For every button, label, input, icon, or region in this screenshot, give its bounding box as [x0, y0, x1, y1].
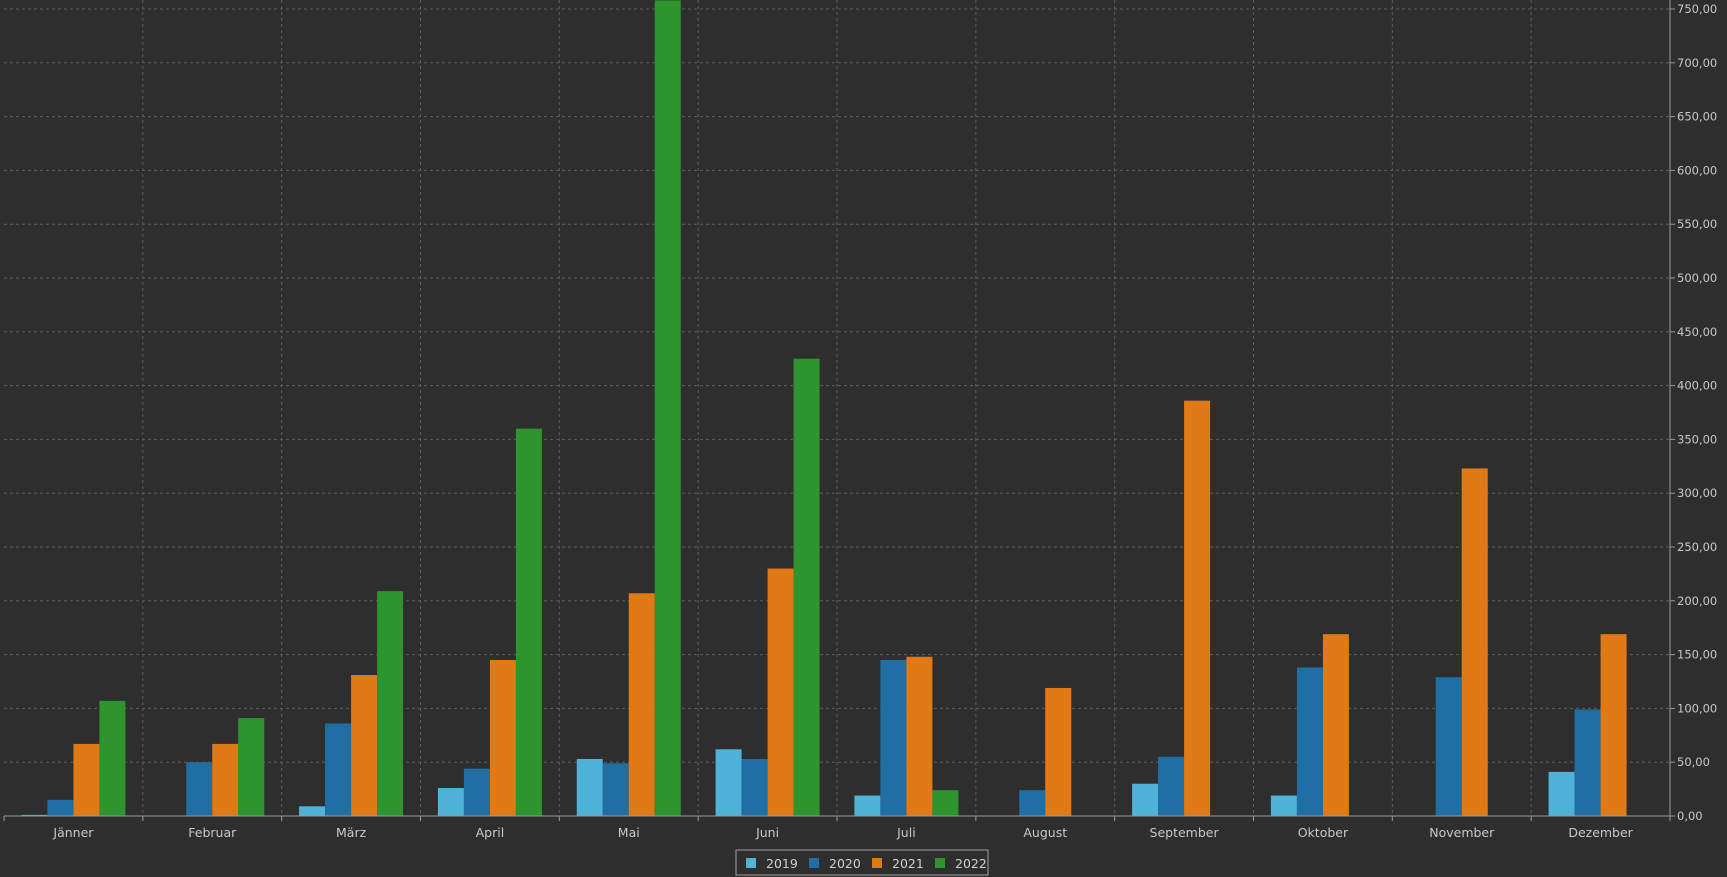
- y-tick-label: 300,00: [1677, 486, 1717, 500]
- bar-2022-Jänner: [99, 700, 126, 816]
- x-tick-label: Mai: [618, 825, 640, 840]
- bar-2021-Juni: [767, 568, 794, 816]
- y-tick-label: 700,00: [1677, 56, 1717, 70]
- bar-2019-Oktober: [1270, 795, 1297, 816]
- bar-2022-Juli: [932, 790, 959, 816]
- legend-label-2020: 2020: [829, 856, 861, 871]
- bar-2021-August: [1045, 687, 1072, 816]
- x-tick-label: Februar: [188, 825, 237, 840]
- x-tick-label: November: [1429, 825, 1495, 840]
- y-tick-label: 50,00: [1677, 755, 1710, 769]
- bar-2019-März: [299, 806, 326, 816]
- x-tick-label: Juni: [755, 825, 779, 840]
- legend-swatch-2019: [746, 858, 756, 868]
- bar-2021-April: [489, 659, 516, 816]
- y-tick-label: 0,00: [1677, 809, 1703, 823]
- bar-2019-Mai: [576, 758, 603, 816]
- bar-2020-März: [325, 723, 352, 816]
- legend-box: [735, 849, 989, 876]
- bar-2020-April: [463, 768, 490, 816]
- x-tick-label: Oktober: [1298, 825, 1349, 840]
- y-tick-label: 400,00: [1677, 379, 1717, 393]
- bar-2021-Juli: [906, 656, 933, 816]
- grid: [4, 0, 1670, 816]
- bar-2020-September: [1158, 756, 1185, 816]
- bar-2021-März: [351, 675, 378, 816]
- bar-2019-Dezember: [1548, 771, 1575, 816]
- bar-2022-Februar: [238, 718, 265, 816]
- x-tick-label: April: [476, 825, 505, 840]
- bar-2022-März: [377, 591, 404, 816]
- y-tick-label: 750,00: [1677, 2, 1717, 16]
- bar-2020-Dezember: [1574, 709, 1601, 816]
- y-tick-label: 550,00: [1677, 217, 1717, 231]
- y-tick-label: 250,00: [1677, 540, 1717, 554]
- bar-2021-November: [1461, 468, 1488, 816]
- bar-2022-April: [515, 428, 542, 816]
- y-tick-label: 450,00: [1677, 325, 1717, 339]
- y-tick-label: 500,00: [1677, 271, 1717, 285]
- bar-2021-Jänner: [73, 743, 100, 816]
- legend-swatch-2020: [809, 858, 819, 868]
- x-tick-label: August: [1023, 825, 1067, 840]
- bar-2019-Juli: [854, 795, 881, 816]
- bar-2020-Jänner: [47, 799, 74, 816]
- y-tick-label: 600,00: [1677, 163, 1717, 177]
- bar-2019-Juni: [715, 749, 742, 816]
- x-tick-label: März: [336, 825, 367, 840]
- y-tick-label: 200,00: [1677, 594, 1717, 608]
- bar-2022-Mai: [654, 0, 681, 816]
- x-tick-label: Juli: [896, 825, 916, 840]
- bar-2019-Jänner: [21, 814, 48, 816]
- bar-2021-Oktober: [1322, 634, 1349, 816]
- legend-swatch-2022: [935, 858, 945, 868]
- y-tick-label: 150,00: [1677, 648, 1717, 662]
- bar-2020-Mai: [602, 763, 629, 816]
- x-tick-label: September: [1150, 825, 1220, 840]
- bar-2020-Juni: [741, 758, 768, 816]
- bars: [21, 0, 1627, 816]
- bar-2022-Juni: [793, 358, 820, 816]
- bar-2021-September: [1184, 400, 1211, 816]
- legend-label-2022: 2022: [955, 856, 987, 871]
- bar-2021-Mai: [628, 593, 655, 816]
- y-tick-label: 650,00: [1677, 110, 1717, 124]
- x-axis-ticks: Jänner Februar März April Mai Juni Juli August S…: [3, 816, 1671, 840]
- bar-2021-Dezember: [1600, 634, 1627, 816]
- y-tick-label: 100,00: [1677, 701, 1717, 715]
- legend-swatch-2021: [872, 858, 882, 868]
- bar-2019-September: [1132, 783, 1159, 816]
- legend-label-2019: 2019: [766, 856, 798, 871]
- bar-2020-November: [1435, 677, 1462, 816]
- legend: 2019 2020 2021 2022: [735, 849, 989, 876]
- legend-label-2021: 2021: [892, 856, 924, 871]
- bar-2020-Februar: [186, 762, 213, 816]
- bar-2020-August: [1019, 790, 1046, 816]
- bar-2020-Oktober: [1296, 667, 1323, 816]
- y-tick-label: 350,00: [1677, 432, 1717, 446]
- y-axis-ticks: 0,00 50,00 100,00 150,00 200,00 250,00 300,00 3…: [1670, 2, 1717, 823]
- bar-2020-Juli: [880, 659, 907, 816]
- x-tick-label: Jänner: [52, 825, 94, 840]
- bar-2021-Februar: [212, 743, 239, 816]
- x-tick-label: Dezember: [1568, 825, 1633, 840]
- bar-2019-April: [437, 788, 464, 816]
